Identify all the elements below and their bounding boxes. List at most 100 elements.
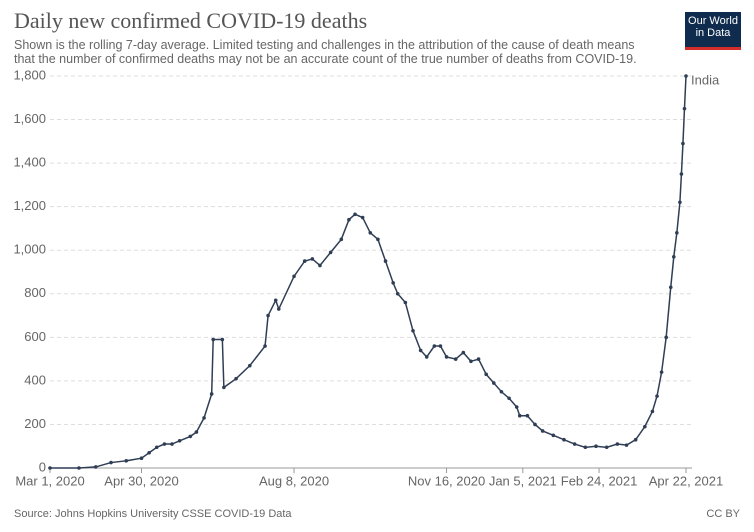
data-point — [514, 405, 519, 409]
data-point — [664, 335, 668, 340]
data-point — [655, 394, 659, 398]
data-point — [263, 344, 267, 348]
data-point — [328, 250, 333, 255]
data-point — [177, 438, 182, 443]
data-point — [266, 313, 270, 318]
data-point — [650, 409, 655, 414]
license[interactable]: CC BY — [706, 508, 740, 520]
data-point — [147, 450, 151, 455]
data-point — [517, 413, 522, 418]
data-point — [633, 437, 638, 442]
data-point — [234, 376, 238, 381]
logo[interactable]: Our World in Data — [685, 12, 741, 50]
data-point — [376, 237, 380, 242]
data-point — [469, 359, 473, 364]
data-point — [615, 442, 620, 446]
data-point — [562, 437, 566, 442]
data-point — [247, 363, 252, 368]
y-tick-label: 1,800 — [13, 67, 46, 82]
data-point — [492, 381, 496, 385]
data-point — [154, 445, 159, 450]
y-tick-label: 1,000 — [13, 242, 46, 257]
data-point — [220, 337, 225, 342]
data-point — [444, 355, 449, 359]
data-point — [671, 254, 676, 259]
data-point — [194, 430, 199, 434]
data-point — [222, 385, 226, 390]
data-point — [162, 442, 167, 446]
y-tick-label: 1,400 — [13, 155, 46, 170]
x-tick-label: Aug 8, 2020 — [259, 473, 329, 488]
data-point — [211, 337, 215, 342]
series-label: India — [691, 72, 720, 87]
data-point — [383, 259, 388, 263]
y-tick-label: 1,200 — [13, 198, 46, 213]
data-point — [170, 442, 174, 446]
data-point — [684, 74, 688, 78]
chart-subtitle: Shown is the rolling 7-day average. Limi… — [14, 38, 637, 66]
data-point — [525, 413, 530, 418]
chart-title: Daily new confirmed COVID-19 deaths — [14, 8, 368, 33]
x-tick-label: Jan 5, 2021 — [489, 473, 557, 488]
series-line — [50, 75, 687, 469]
chart: 0 200 400 600 800 1,000 1,200 1,400 1,600 1,800 Ma… — [13, 67, 723, 488]
data-point — [484, 372, 489, 377]
data-point — [395, 291, 400, 296]
data-point — [424, 355, 429, 359]
data-point — [681, 141, 685, 146]
data-point — [347, 217, 351, 222]
y-tick-label: 400 — [24, 372, 46, 387]
data-point — [594, 444, 598, 449]
data-point — [572, 442, 577, 446]
data-point — [682, 106, 687, 111]
data-point — [624, 443, 629, 447]
x-tick-label: Nov 16, 2020 — [408, 473, 485, 488]
data-point — [124, 459, 129, 463]
data-point — [453, 357, 458, 361]
data-point — [461, 350, 466, 355]
data-point — [310, 257, 315, 261]
data-point — [77, 466, 81, 470]
data-point — [188, 434, 193, 439]
data-point — [476, 357, 481, 361]
x-tick-label: Feb 24, 2021 — [561, 473, 638, 488]
data-point — [551, 433, 556, 438]
data-point — [353, 212, 357, 217]
data-point — [678, 200, 682, 205]
x-tick-label: Apr 22, 2021 — [649, 473, 723, 488]
data-point — [499, 389, 504, 394]
data-point — [339, 237, 344, 242]
data-point — [604, 445, 609, 450]
data-point — [302, 259, 307, 263]
data-point — [659, 370, 664, 374]
data-point — [643, 424, 647, 429]
data-point — [432, 344, 437, 348]
y-tick-label: 600 — [24, 329, 46, 344]
y-tick-label: 200 — [24, 416, 46, 431]
data-point — [109, 460, 113, 465]
data-point — [276, 307, 281, 311]
data-point — [540, 429, 545, 433]
data-point — [668, 285, 673, 290]
data-point — [318, 263, 322, 268]
data-point — [273, 298, 278, 303]
data-point — [418, 348, 423, 353]
data-point — [360, 215, 365, 220]
data-point — [202, 416, 206, 420]
data-point — [679, 172, 684, 176]
data-point — [411, 329, 415, 333]
data-point — [675, 231, 679, 235]
data-point — [48, 466, 52, 470]
y-tick-label: 1,600 — [13, 111, 46, 126]
data-point — [139, 456, 144, 461]
y-tick-label: 0 — [39, 459, 46, 474]
y-tick-label: 800 — [24, 285, 46, 300]
data-point — [403, 300, 408, 305]
data-point — [209, 392, 214, 396]
data-point — [391, 281, 395, 285]
data-point — [533, 422, 537, 427]
x-tick-label: Mar 1, 2020 — [15, 473, 84, 488]
data-point — [368, 231, 373, 235]
data-point — [292, 274, 296, 279]
